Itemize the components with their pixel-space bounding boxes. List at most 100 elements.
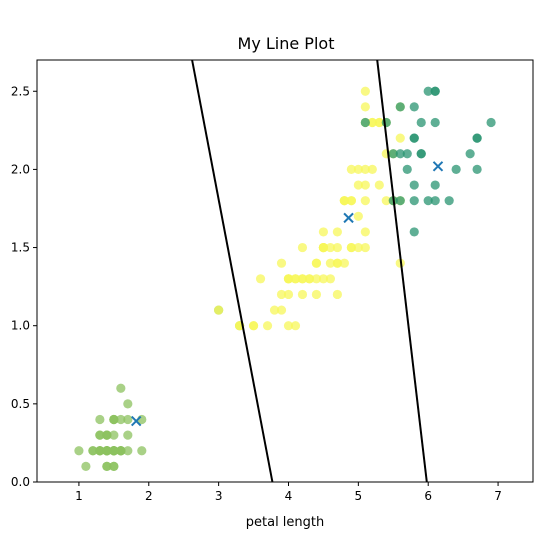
data-point bbox=[297, 242, 308, 253]
data-point bbox=[416, 149, 426, 159]
data-point bbox=[123, 446, 133, 456]
data-point bbox=[276, 289, 287, 300]
data-point bbox=[381, 196, 391, 206]
data-point bbox=[95, 446, 105, 456]
data-point bbox=[116, 446, 126, 456]
data-point bbox=[360, 86, 370, 96]
data-point bbox=[290, 321, 301, 331]
data-point bbox=[332, 258, 342, 268]
data-point bbox=[304, 274, 315, 284]
y-tick-label: 2.5 bbox=[11, 84, 30, 98]
data-point bbox=[360, 227, 370, 237]
data-point bbox=[109, 430, 119, 440]
data-point bbox=[423, 86, 433, 96]
data-point bbox=[409, 133, 419, 143]
data-point bbox=[360, 117, 370, 128]
data-point bbox=[102, 446, 112, 456]
x-tick-label: 7 bbox=[494, 489, 502, 503]
data-point bbox=[276, 305, 287, 315]
chart-title: My Line Plot bbox=[238, 34, 335, 53]
data-point bbox=[374, 180, 384, 190]
centroid-marker bbox=[432, 161, 444, 172]
data-point bbox=[353, 180, 363, 190]
data-point bbox=[395, 149, 405, 159]
x-tick-label: 2 bbox=[145, 489, 153, 503]
data-point bbox=[409, 227, 419, 237]
data-point bbox=[360, 180, 370, 190]
data-point bbox=[325, 274, 336, 284]
boundary-line bbox=[191, 59, 274, 483]
data-point bbox=[318, 242, 329, 253]
data-point bbox=[402, 164, 412, 175]
data-point bbox=[388, 149, 398, 159]
y-tick-label: 2.0 bbox=[11, 162, 30, 176]
data-point bbox=[346, 164, 356, 175]
data-point bbox=[360, 196, 370, 206]
data-point bbox=[367, 164, 377, 175]
data-point bbox=[409, 180, 419, 190]
data-point bbox=[137, 446, 147, 456]
data-point bbox=[318, 274, 329, 284]
data-point bbox=[116, 414, 126, 425]
data-point bbox=[360, 102, 370, 112]
data-point bbox=[416, 117, 426, 128]
data-point bbox=[346, 196, 356, 206]
data-point bbox=[339, 258, 349, 268]
data-point bbox=[367, 117, 377, 128]
data-point bbox=[451, 164, 461, 175]
plot-frame bbox=[36, 59, 534, 483]
data-point bbox=[402, 149, 412, 159]
data-point bbox=[353, 242, 363, 253]
data-point bbox=[262, 321, 273, 331]
data-point bbox=[248, 321, 259, 331]
data-point bbox=[311, 274, 322, 284]
data-point bbox=[409, 196, 419, 206]
data-point bbox=[74, 446, 84, 456]
data-point bbox=[353, 164, 363, 175]
data-point bbox=[276, 258, 287, 268]
data-point bbox=[109, 414, 119, 425]
data-point bbox=[430, 180, 440, 190]
data-point bbox=[81, 461, 91, 471]
x-tick-label: 3 bbox=[215, 489, 223, 503]
y-tick-label: 0.5 bbox=[11, 397, 30, 411]
data-point bbox=[472, 133, 482, 143]
data-point bbox=[318, 227, 329, 237]
data-point bbox=[269, 305, 280, 315]
data-point bbox=[297, 289, 308, 300]
data-point bbox=[109, 446, 119, 456]
y-tick-label: 1.5 bbox=[11, 241, 30, 255]
data-point bbox=[430, 117, 440, 128]
data-point bbox=[465, 149, 475, 159]
y-tick-label: 1.0 bbox=[11, 319, 30, 333]
data-point bbox=[360, 164, 370, 175]
x-tick-label: 5 bbox=[355, 489, 363, 503]
data-point bbox=[102, 461, 112, 471]
data-point bbox=[339, 196, 349, 206]
data-point bbox=[95, 430, 105, 440]
data-point bbox=[283, 289, 294, 300]
data-point bbox=[255, 274, 266, 284]
data-point bbox=[360, 242, 370, 253]
data-point bbox=[311, 289, 322, 300]
data-point bbox=[88, 446, 98, 456]
x-tick-label: 6 bbox=[424, 489, 432, 503]
data-point bbox=[395, 196, 405, 206]
data-point bbox=[332, 227, 342, 237]
data-point bbox=[325, 258, 336, 268]
data-point bbox=[430, 86, 440, 96]
data-point bbox=[374, 117, 384, 128]
data-point bbox=[472, 164, 482, 175]
data-point bbox=[486, 117, 496, 128]
data-point bbox=[123, 414, 133, 425]
data-point bbox=[332, 242, 342, 253]
boundary-lines-layer bbox=[191, 59, 428, 483]
y-tick-label: 0.0 bbox=[11, 475, 30, 489]
data-point bbox=[423, 196, 433, 206]
centroid-layer bbox=[130, 161, 444, 427]
data-point bbox=[116, 383, 126, 393]
data-point bbox=[353, 211, 363, 221]
x-tick-label: 4 bbox=[285, 489, 293, 503]
